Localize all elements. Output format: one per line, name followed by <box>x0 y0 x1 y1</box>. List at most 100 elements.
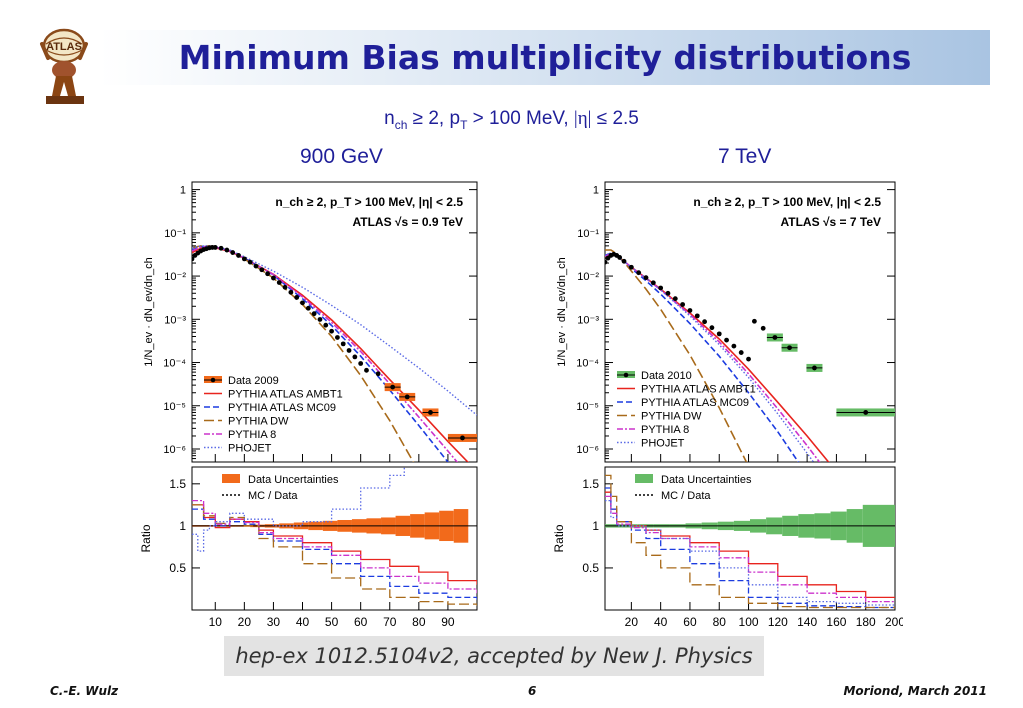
data-point <box>687 308 693 313</box>
atlas-logo: ATLAS <box>40 28 88 104</box>
data-point <box>218 245 224 251</box>
legend-entry: Data 2009 <box>228 375 279 387</box>
energy-label-900gev: 900 GeV <box>300 145 383 168</box>
subtitle-part: > 100 MeV, <box>467 108 574 129</box>
ratio-y-tick-label: 1 <box>592 519 599 533</box>
ratio-y-axis-label: Ratio <box>140 524 153 552</box>
data-point <box>253 263 259 269</box>
footer-conference: Moriond, March 2011 <box>843 684 987 698</box>
data-point <box>428 410 433 415</box>
ratio-layer <box>192 467 477 606</box>
data-point <box>665 290 671 296</box>
ratio-y-tick-label: 0.5 <box>169 561 186 575</box>
data-point <box>628 264 634 270</box>
y-tick-label: 10⁻³ <box>164 314 186 326</box>
data-point <box>288 289 294 295</box>
data-point <box>621 258 627 264</box>
main-layer <box>605 249 895 462</box>
legend-entry: PHOJET <box>228 443 272 455</box>
data-point <box>300 300 305 306</box>
x-tick-label: 140 <box>797 615 817 629</box>
data-point <box>271 275 276 281</box>
legend-data-marker <box>210 377 216 383</box>
subtitle-part: ≥ 2, p <box>407 108 461 129</box>
x-tick-label: 90 <box>441 615 455 629</box>
data-point <box>247 259 253 265</box>
subtitle-part: n <box>384 108 395 129</box>
ratio-layer <box>605 474 895 609</box>
x-tick-label: 80 <box>713 615 727 629</box>
x-tick-label: 160 <box>826 615 846 629</box>
citation: hep-ex 1012.5104v2, accepted by New J. P… <box>235 644 753 668</box>
chart-900gev: 1 10⁻¹ 10⁻² 10⁻³ 10⁻⁴ 10⁻⁵ 10⁻⁶ 10 20 30 40 50 60 70 8… <box>140 181 480 635</box>
x-tick-label: 40 <box>654 615 668 629</box>
ratio-y-tick-label: 0.5 <box>582 561 599 575</box>
data-point <box>311 311 317 317</box>
subtitle-part: |η| <box>573 108 592 129</box>
legend-entry: PYTHIA DW <box>641 411 702 423</box>
data-point <box>636 270 642 276</box>
plot-header-experiment: ATLAS √s = 7 TeV <box>781 215 882 229</box>
legend-entry: PYTHIA ATLAS AMBT1 <box>228 389 343 401</box>
footer-page-number: 6 <box>528 684 537 698</box>
mc-ratio-curve <box>605 495 895 603</box>
legend-entry: PHOJET <box>641 438 685 450</box>
data-point <box>716 331 722 337</box>
ratio-y-axis-label: Ratio <box>553 524 566 552</box>
data-point <box>346 348 352 353</box>
subtitle-part: ≤ 2.5 <box>591 108 639 129</box>
x-tick-label: 20 <box>238 615 252 629</box>
x-axis-label: n_ch <box>872 633 898 635</box>
y-tick-label: 10⁻⁵ <box>576 401 599 413</box>
ratio-legend-entry: Data Uncertainties <box>248 474 339 486</box>
data-point <box>340 341 346 347</box>
data-point <box>259 267 265 273</box>
data-point <box>731 343 737 349</box>
chart-7tev: 1 10⁻¹ 10⁻² 10⁻³ 10⁻⁴ 10⁻⁵ 10⁻⁶ 20 40 60 80 100 120 1… <box>553 181 903 635</box>
data-point <box>658 285 664 291</box>
y-tick-label: 10⁻¹ <box>577 228 599 240</box>
legend-entry: PYTHIA ATLAS MC09 <box>228 402 336 414</box>
y-tick-label: 1 <box>593 185 599 197</box>
data-point <box>787 345 792 351</box>
y-tick-label: 10⁻² <box>577 271 599 283</box>
legend-entry: PYTHIA 8 <box>228 429 276 441</box>
data-point <box>772 335 778 340</box>
y-tick-label: 10⁻⁴ <box>163 358 186 370</box>
data-point <box>643 275 649 281</box>
data-point <box>390 384 396 390</box>
data-point <box>702 319 707 325</box>
data-point <box>404 394 410 400</box>
y-tick-label: 1 <box>180 185 186 197</box>
data-point <box>812 365 817 371</box>
data-point <box>751 318 757 324</box>
legend-entry: PYTHIA DW <box>228 416 289 428</box>
data-point <box>294 295 300 300</box>
y-tick-label: 10⁻⁶ <box>163 444 186 456</box>
data-point <box>329 328 334 334</box>
x-axis-label: n_ch <box>454 633 480 635</box>
data-point <box>650 280 656 286</box>
data-point <box>224 247 230 253</box>
data-point <box>305 305 311 311</box>
mc-ratio-curve <box>192 504 477 585</box>
footer-author: C.-E. Wulz <box>50 684 119 698</box>
x-tick-label: 60 <box>354 615 368 629</box>
x-tick-label: 100 <box>739 615 759 629</box>
mc-curve <box>605 249 748 462</box>
mc-ratio-curve <box>192 467 405 552</box>
data-point <box>276 280 282 285</box>
subtitle-subscript: ch <box>394 117 408 132</box>
ratio-y-tick-label: 1 <box>179 519 186 533</box>
plot-header-experiment: ATLAS √s = 0.9 TeV <box>352 215 463 229</box>
x-tick-label: 60 <box>683 615 697 629</box>
energy-label-7tev: 7 TeV <box>718 145 772 168</box>
data-point <box>746 356 751 362</box>
y-tick-label: 10⁻⁵ <box>163 401 186 413</box>
x-tick-label: 40 <box>296 615 310 629</box>
data-point <box>317 317 323 322</box>
ratio-legend-entry: Data Uncertainties <box>661 474 752 486</box>
ratio-plot-frame <box>604 466 896 611</box>
data-point <box>282 284 288 290</box>
data-point <box>323 322 329 328</box>
